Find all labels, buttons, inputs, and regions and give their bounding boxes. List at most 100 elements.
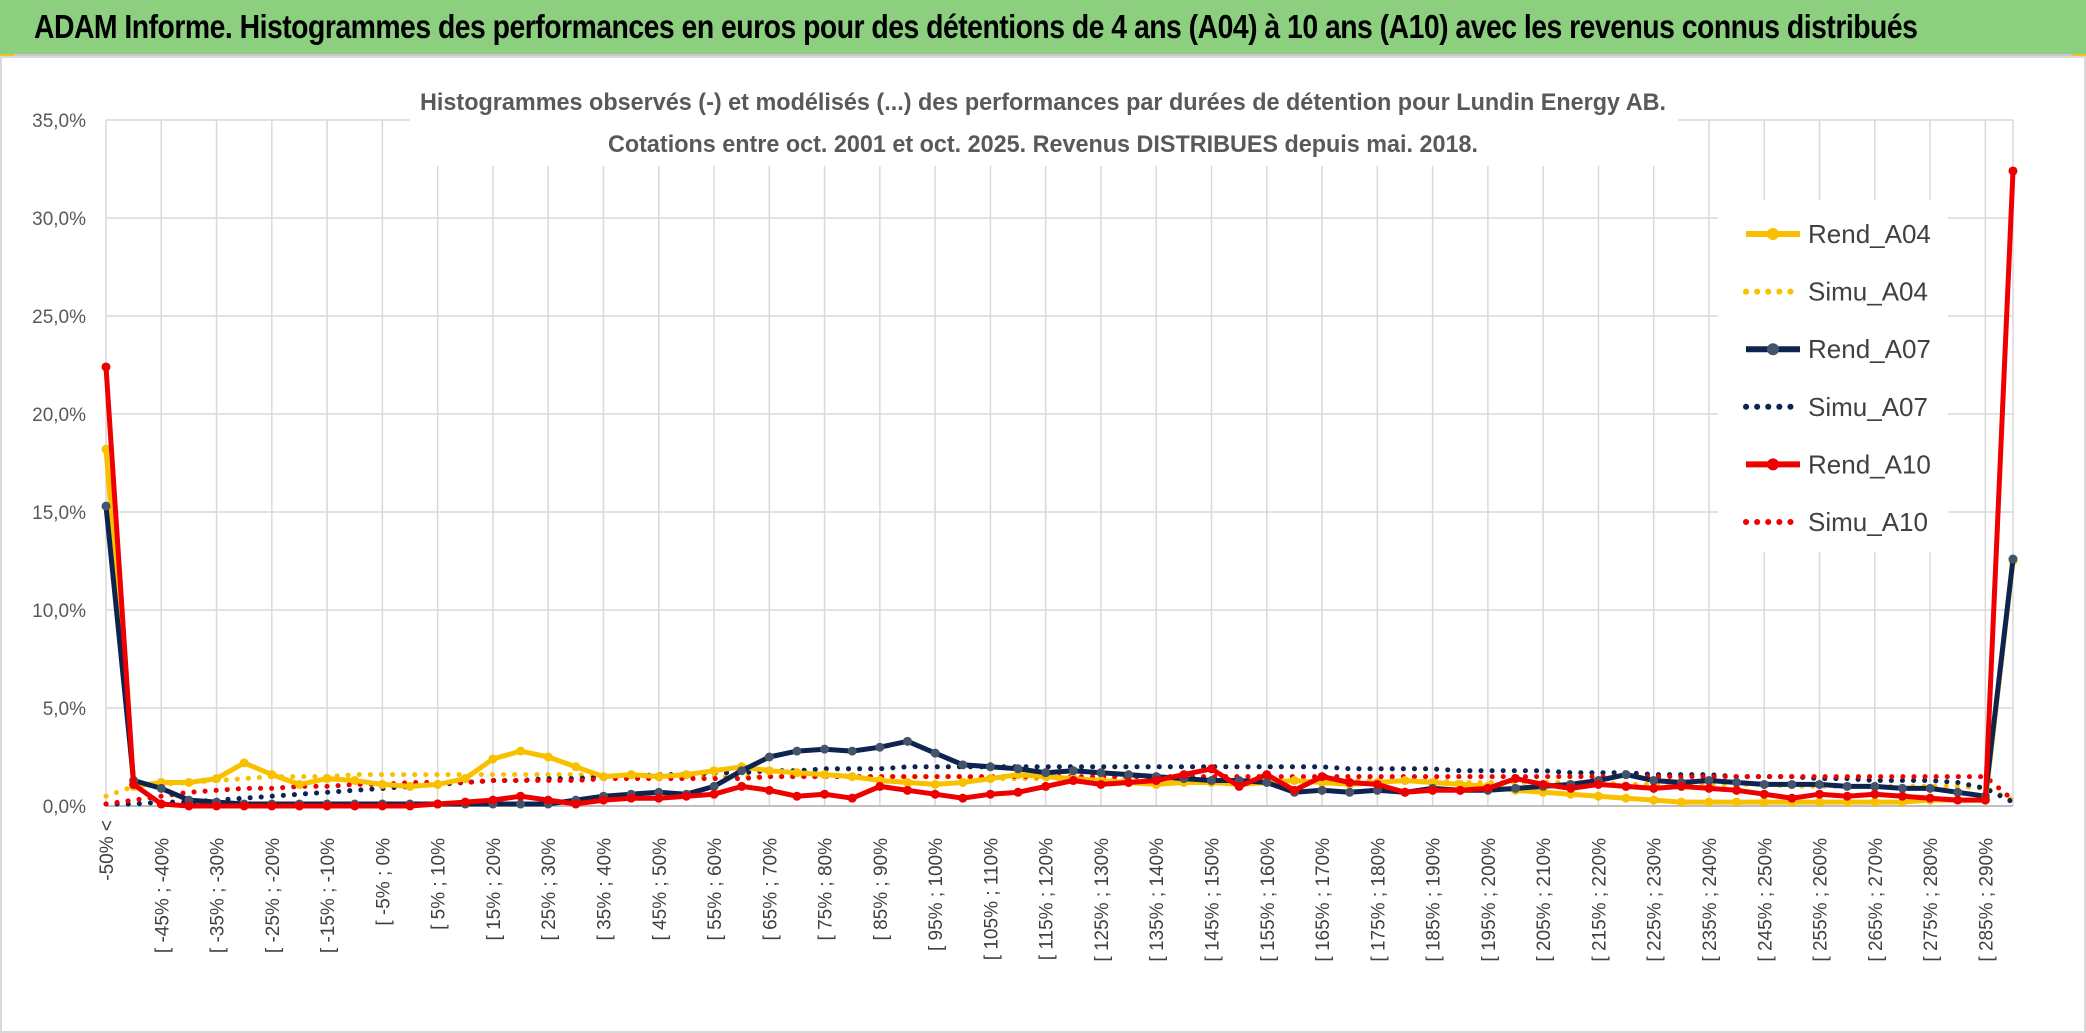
series-point (405, 801, 415, 811)
x-tick-label: [ 105% ; 110% (981, 838, 1002, 960)
x-tick-label: [ 265% ; 270% (1866, 838, 1887, 962)
x-tick-label: [ 145% ; 150% (1203, 838, 1224, 962)
series-point (1870, 789, 1880, 799)
series-point (1759, 797, 1769, 807)
x-axis: -50% < [ -45% ; -40% [ -35% ; -30% [ -25% ;… (97, 820, 1997, 962)
series-point (1400, 787, 1410, 797)
x-tick-label: [ 115% ; 120% (1037, 838, 1058, 960)
series-point (1041, 768, 1051, 778)
series-point (1787, 793, 1797, 803)
series-point (626, 770, 636, 780)
series-point (654, 772, 664, 782)
series-point (101, 501, 111, 511)
series-point (1372, 779, 1382, 789)
x-tick-label: [ 55% ; 60% (705, 838, 726, 941)
x-tick-label: [ 285% ; 290% (1976, 838, 1997, 962)
y-tick-label: 35,0% (32, 111, 86, 132)
series-lines (101, 166, 2018, 811)
series-point (709, 789, 719, 799)
series-point (626, 793, 636, 803)
series-point (212, 774, 222, 784)
series-point (1538, 779, 1548, 789)
series-point (1732, 797, 1742, 807)
series-point (1732, 785, 1742, 795)
series-point (377, 779, 387, 789)
series-point (239, 758, 249, 768)
series-point (1262, 770, 1272, 780)
x-tick-label: [ 275% ; 280% (1921, 838, 1942, 962)
series-point (1621, 770, 1631, 780)
series-point (1511, 774, 1521, 784)
x-tick-label: [ 125% ; 130% (1092, 838, 1113, 962)
series-line (103, 170, 2016, 809)
series-point (1704, 783, 1714, 793)
series-point (820, 789, 830, 799)
series-point (1428, 785, 1438, 795)
series-point (1649, 776, 1659, 786)
x-tick-label: [ 215% ; 220% (1589, 838, 1610, 962)
series-point (1759, 779, 1769, 789)
chart-title-line1: Histogrammes observés (-) et modélisés (… (420, 89, 1666, 116)
x-tick-label: [ 225% ; 230% (1645, 838, 1666, 962)
series-point (820, 770, 830, 780)
x-tick-label: [ 255% ; 260% (1811, 838, 1832, 962)
series-point (764, 766, 774, 776)
x-tick-label: [ 45% ; 50% (650, 838, 671, 941)
series-point (958, 760, 968, 770)
series-point (1676, 797, 1686, 807)
series-point (1980, 795, 1990, 805)
series-point (1179, 770, 1189, 780)
series-point (239, 801, 249, 811)
series-point (405, 781, 415, 791)
y-tick-label: 10,0% (32, 601, 86, 622)
series-point (184, 777, 194, 787)
series-line (103, 449, 2016, 805)
x-tick-label: [ 65% ; 70% (760, 838, 781, 941)
y-tick-label: 15,0% (32, 503, 86, 524)
series-point (958, 777, 968, 787)
series-point (1842, 781, 1852, 791)
legend-label: Rend_A04 (1808, 219, 1931, 249)
series-point (1649, 783, 1659, 793)
series-point (930, 779, 940, 789)
series-point (1621, 793, 1631, 803)
series-point (1925, 783, 1935, 793)
series-point (985, 774, 995, 784)
series-point (764, 785, 774, 795)
series-point (433, 779, 443, 789)
x-tick-label: [ -15% ; -10% (318, 838, 339, 953)
series-point (792, 791, 802, 801)
series-point (1566, 783, 1576, 793)
series-point (1289, 776, 1299, 786)
y-axis: 0,0% 5,0% 10,0% 15,0% 20,0% 25,0% 30,0% 35,0% (32, 111, 86, 818)
series-point (764, 752, 774, 762)
series-point (571, 762, 581, 772)
y-tick-label: 20,0% (32, 405, 86, 426)
series-point (1041, 781, 1051, 791)
series-point (958, 793, 968, 803)
series-point (488, 795, 498, 805)
series-point (847, 772, 857, 782)
series-point (930, 789, 940, 799)
legend-marker (1767, 458, 1779, 471)
series-point (792, 746, 802, 756)
legend-marker (1767, 343, 1779, 356)
x-tick-label: [ 235% ; 240% (1700, 838, 1721, 962)
series-point (1289, 785, 1299, 795)
series-point (433, 799, 443, 809)
series-point (875, 781, 885, 791)
series-point (2008, 166, 2018, 176)
series-point (1925, 793, 1935, 803)
x-tick-label: [ 155% ; 160% (1258, 838, 1279, 962)
series-point (847, 793, 857, 803)
series-point (1815, 797, 1825, 807)
series-point (212, 801, 222, 811)
legend-label: Simu_A10 (1808, 507, 1928, 537)
series-point (1068, 766, 1078, 776)
legend-label: Rend_A10 (1808, 449, 1931, 479)
series-point (820, 744, 830, 754)
series-point (1151, 776, 1161, 786)
series-point (1511, 783, 1521, 793)
series-point (1483, 783, 1493, 793)
x-tick-label: [ 75% ; 80% (816, 838, 837, 941)
